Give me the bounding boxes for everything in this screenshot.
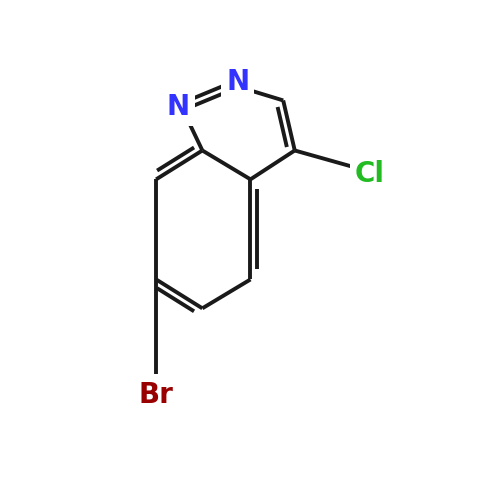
Text: N: N <box>167 93 190 121</box>
Text: N: N <box>167 93 190 121</box>
Text: Br: Br <box>138 381 173 409</box>
Text: Br: Br <box>138 381 173 409</box>
Text: Cl: Cl <box>355 160 385 188</box>
Text: Cl: Cl <box>355 160 385 188</box>
Text: N: N <box>226 68 250 96</box>
Text: N: N <box>226 68 250 96</box>
